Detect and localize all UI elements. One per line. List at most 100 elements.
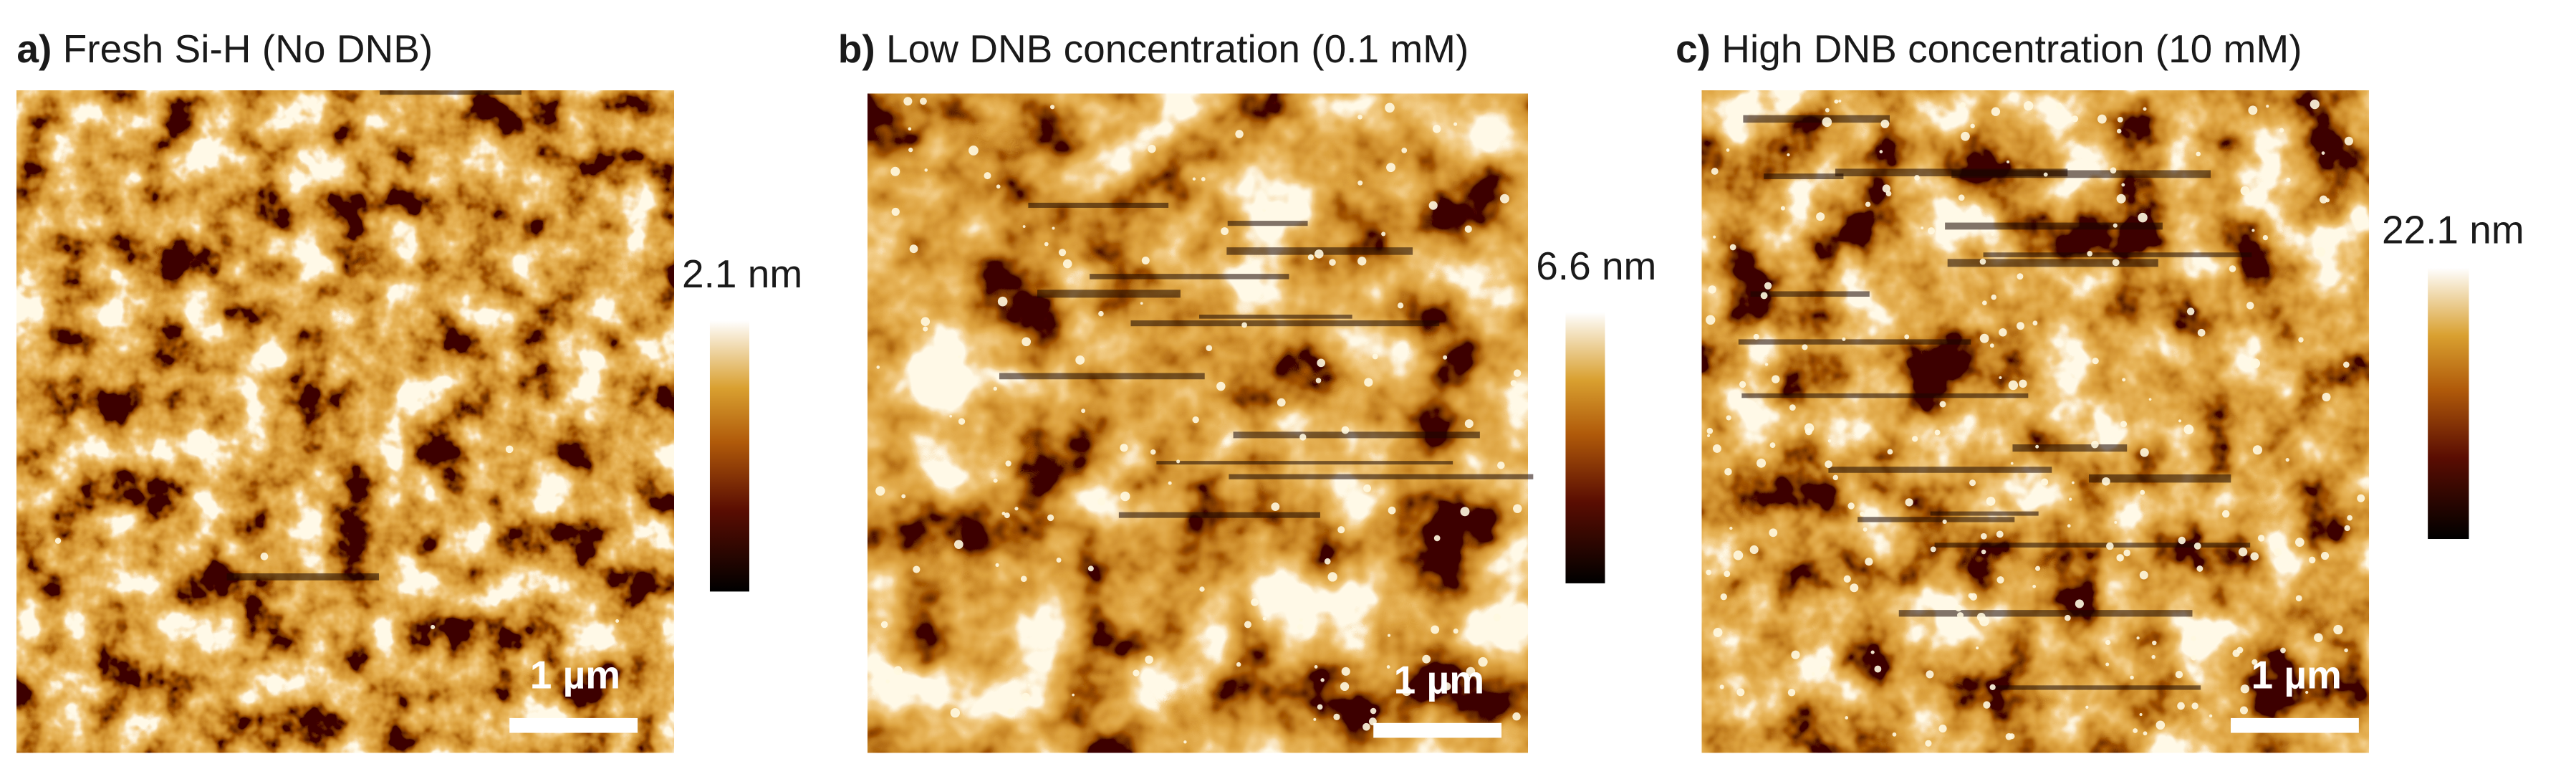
panel-title-text: High DNB concentration (10 mM) [1721,27,2302,71]
particle [1927,227,1936,235]
particle [1904,334,1910,340]
particle [880,621,888,629]
particle [1760,292,1768,300]
streak [1930,511,2039,516]
particle [2071,115,2079,123]
particle [919,97,927,105]
streak [380,90,522,95]
particle [2280,647,2286,654]
particle [1241,322,1247,328]
streak [1743,115,1890,123]
particle [2240,684,2249,694]
particle [2043,172,2048,177]
particle [2005,733,2013,740]
particle [2121,183,2125,187]
particle [1022,692,1030,702]
particle [2140,448,2149,457]
particle [1713,235,1716,239]
particle [2309,556,2316,564]
particle [1314,664,1318,669]
particle [2138,212,2148,223]
particle [1262,209,1266,212]
streak [1090,274,1289,280]
particle [1969,479,1976,487]
particle [2196,151,2201,157]
particle [1397,302,1404,309]
particle [2122,378,2126,382]
panel-title: c) High DNB concentration (10 mM) [1676,27,2302,71]
particle [1970,123,1975,129]
particle [950,707,961,718]
scale-bar-label: 1 µm [1394,658,1485,702]
particle [1719,684,1724,689]
particle [1251,598,1259,606]
particle [1493,613,1501,621]
particle [2246,302,2254,310]
particle [958,418,966,425]
particle [2152,640,2157,646]
particle [2257,535,2265,542]
particle [901,494,906,499]
particle [2148,398,2152,401]
particle [2102,477,2110,486]
particle [1979,616,1989,626]
particle [1020,575,1027,582]
particle [1324,558,1331,565]
particle [2032,584,2037,588]
particle [891,207,900,216]
particle [1206,345,1213,352]
particle [954,540,963,549]
particle [2229,265,2236,272]
particle [1466,667,1476,677]
streak [1130,320,1440,327]
particle [1044,242,1049,247]
particle [2178,536,2186,545]
particle [2193,542,2201,550]
particle [1513,504,1522,513]
particle [1340,682,1350,692]
particle [1005,460,1011,467]
streak [226,573,380,581]
particle [2322,393,2331,402]
particle [2262,234,2269,241]
particle [2285,457,2289,462]
particle [1317,704,1323,710]
particle [1431,625,1440,634]
particle [995,563,999,567]
particle [1432,125,1441,133]
particle [1885,191,1892,196]
particle [2120,421,2128,428]
particle [1168,481,1172,485]
particle [885,679,890,684]
particle [1097,497,1106,506]
particle [2123,549,2130,557]
streak [1934,543,2251,548]
particle [1912,436,1918,442]
particle [2310,99,2320,110]
particle [875,486,885,496]
particle [1850,583,1859,593]
particle [1317,358,1325,368]
particle [1834,99,1839,104]
particle [1381,231,1386,237]
streak [1828,467,2052,473]
particle [1955,604,1962,612]
afm-image [868,93,1528,753]
particle [2314,633,2323,642]
scale-bar [1373,722,1502,738]
streak [1947,259,2158,267]
scale-bar [509,717,638,733]
particle [1428,201,1438,210]
particle [1478,656,1488,667]
particle [1087,565,1094,572]
particle [2294,538,2305,548]
streak [1945,222,2163,230]
particle [1712,444,1721,453]
particle [2333,624,2343,635]
particle [969,145,979,156]
particle [1433,535,1441,542]
particle [1236,661,1241,667]
particle [1999,376,2002,379]
particle [1081,409,1086,414]
panel-title-text: Low DNB concentration (0.1 mM) [886,27,1469,71]
